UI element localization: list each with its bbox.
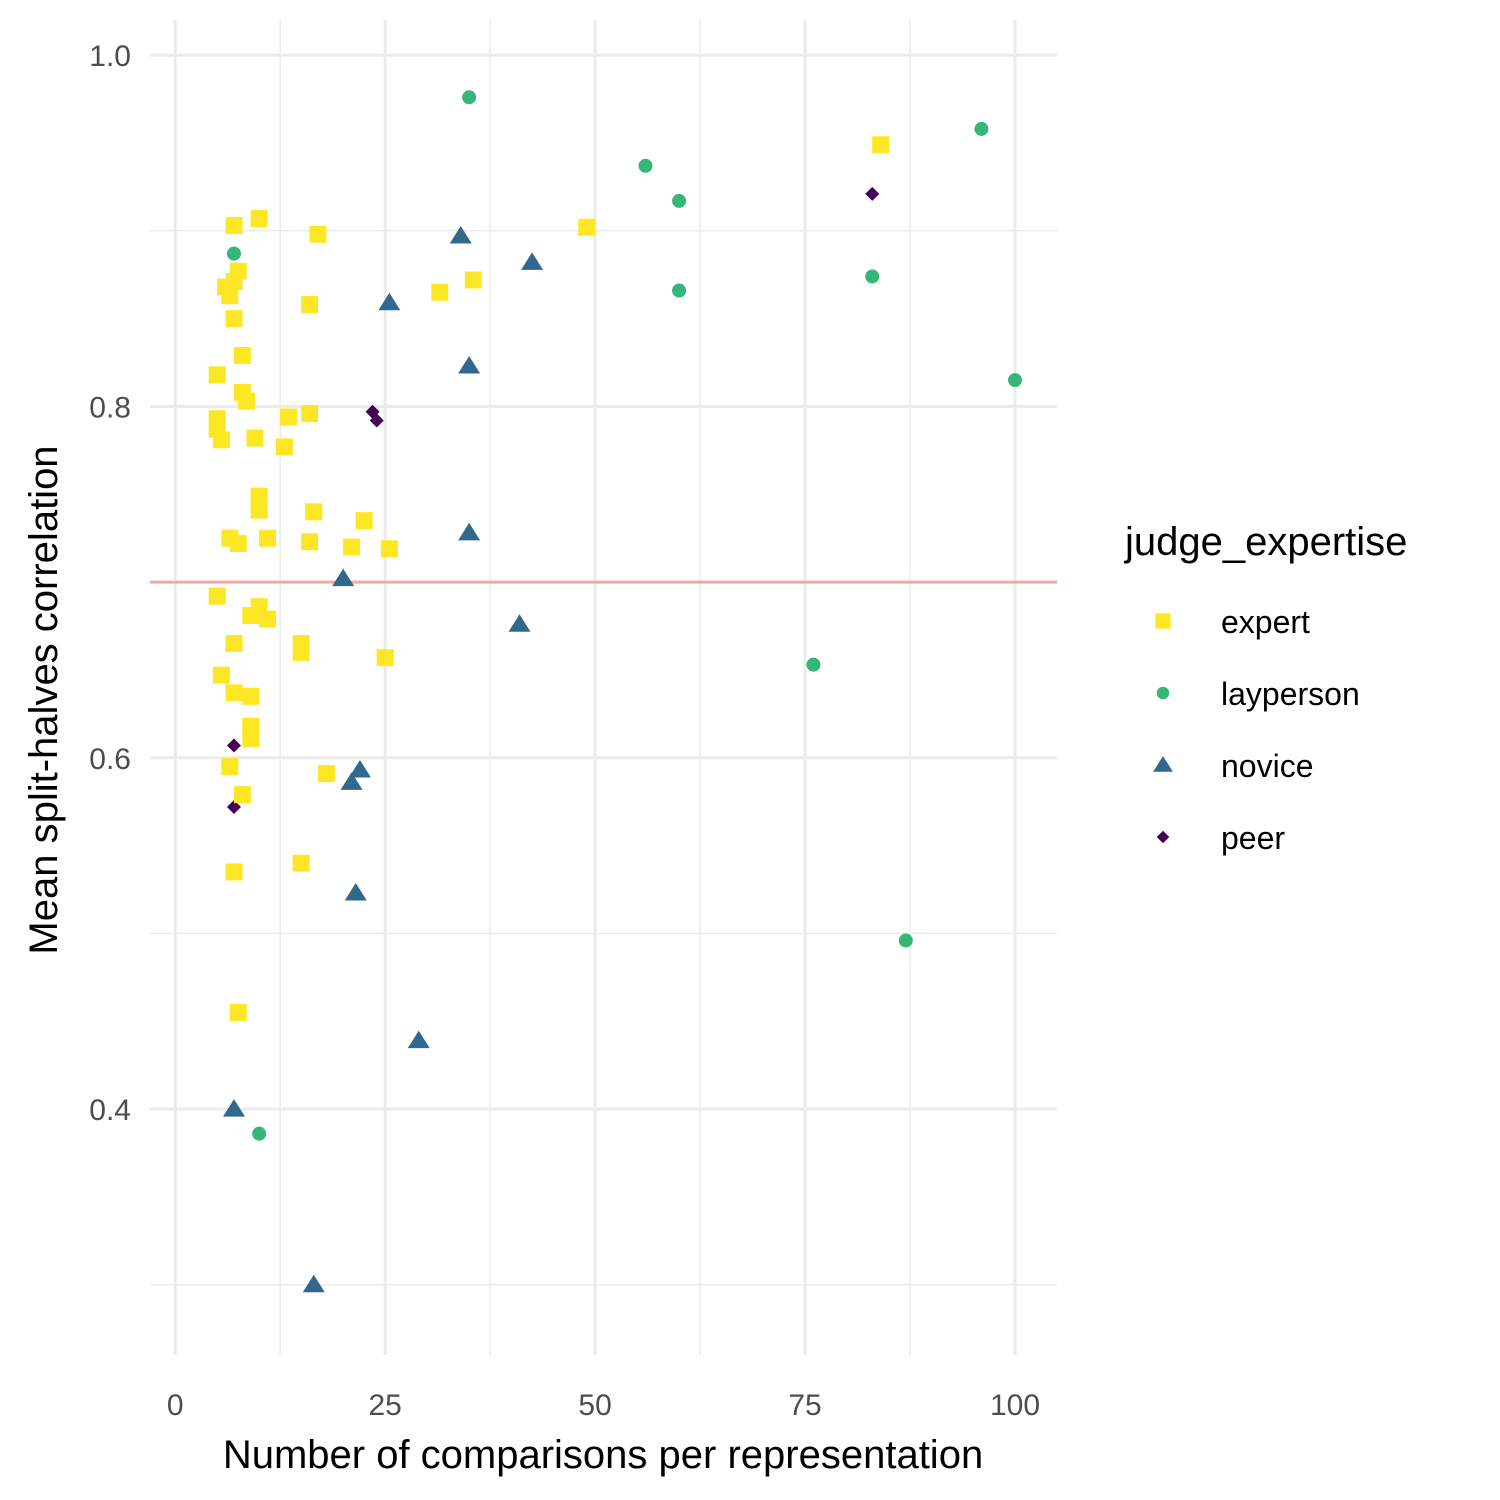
- expert-point: [212, 431, 230, 449]
- expert-point: [280, 408, 298, 426]
- expert-point: [212, 666, 230, 684]
- expert-point: [242, 729, 260, 747]
- expert-point: [229, 534, 247, 552]
- minor-gridlines: [150, 20, 1057, 1355]
- expert-point: [301, 404, 319, 422]
- y-axis-tick-labels: 0.4 0.6 0.8 1.0: [89, 40, 131, 1127]
- data-points: [208, 90, 1023, 1293]
- novice-point: [302, 1274, 325, 1293]
- expert-point: [259, 529, 277, 547]
- expert-point: [317, 765, 335, 783]
- expert-point: [225, 310, 243, 328]
- novice-point: [458, 522, 481, 541]
- novice-point: [508, 614, 531, 632]
- novice-point: [458, 356, 481, 374]
- x-tick-label: 100: [990, 1389, 1040, 1422]
- major-gridlines: [150, 20, 1057, 1355]
- novice-point: [521, 252, 544, 270]
- legend-key-layperson: [1156, 686, 1170, 700]
- y-tick-label: 0.6: [89, 743, 131, 776]
- novice-point: [407, 1030, 430, 1049]
- legend-label-peer: peer: [1221, 820, 1285, 856]
- novice-point: [348, 760, 371, 778]
- layperson-point: [226, 246, 241, 261]
- expert-point: [309, 225, 327, 243]
- expert-point: [250, 209, 268, 227]
- expert-point: [225, 863, 243, 881]
- layperson-point: [672, 283, 687, 298]
- legend-title: judge_expertise: [1124, 520, 1407, 564]
- peer-point: [369, 413, 384, 428]
- novice-point: [449, 226, 472, 244]
- expert-point: [292, 854, 310, 872]
- layperson-point: [865, 269, 880, 284]
- y-tick-label: 0.4: [89, 1094, 131, 1127]
- legend-label-layperson: layperson: [1221, 676, 1360, 712]
- expert-point: [242, 687, 260, 705]
- expert-point: [242, 606, 260, 624]
- legend: judge_expertise expert layperson novice pee…: [1124, 520, 1407, 856]
- novice-point: [332, 568, 355, 587]
- expert-point: [275, 438, 293, 456]
- x-axis-tick-labels: 0 25 50 75 100: [167, 1389, 1040, 1422]
- expert-point: [233, 347, 251, 365]
- expert-point: [225, 635, 243, 653]
- legend-key-novice: [1153, 756, 1173, 772]
- expert-point: [225, 217, 243, 235]
- layperson-point: [1008, 373, 1023, 388]
- layperson-point: [974, 121, 989, 136]
- x-tick-label: 0: [167, 1389, 184, 1422]
- y-tick-label: 0.8: [89, 391, 131, 424]
- expert-point: [225, 273, 243, 291]
- expert-point: [233, 786, 251, 804]
- expert-point: [250, 487, 268, 505]
- layperson-point: [462, 90, 477, 105]
- expert-point: [305, 503, 323, 521]
- peer-point: [226, 738, 241, 753]
- expert-point: [376, 649, 394, 667]
- expert-point: [578, 218, 596, 236]
- novice-point: [340, 772, 363, 790]
- expert-point: [246, 429, 264, 447]
- expert-point: [464, 271, 482, 289]
- x-axis-title: Number of comparisons per representation: [223, 1433, 983, 1477]
- peer-point: [226, 799, 241, 814]
- layperson-point: [252, 1126, 267, 1141]
- expert-point: [301, 296, 319, 314]
- novice-point: [344, 883, 367, 901]
- layperson-point: [898, 933, 913, 948]
- x-tick-label: 50: [578, 1389, 611, 1422]
- layperson-point: [638, 158, 653, 173]
- legend-label-novice: novice: [1221, 748, 1314, 784]
- expert-point: [221, 287, 239, 305]
- legend-key-peer: [1156, 830, 1170, 844]
- expert-point: [872, 136, 890, 154]
- peer-point: [865, 186, 880, 201]
- expert-point: [208, 587, 226, 605]
- expert-point: [225, 684, 243, 702]
- layperson-point: [672, 193, 687, 208]
- expert-point: [221, 758, 239, 776]
- expert-point: [238, 392, 256, 410]
- expert-point: [208, 366, 226, 384]
- expert-point: [250, 501, 268, 519]
- y-tick-label: 1.0: [89, 40, 131, 73]
- expert-point: [343, 538, 361, 556]
- expert-point: [292, 643, 310, 661]
- expert-point: [259, 610, 277, 628]
- expert-point: [431, 283, 449, 301]
- x-tick-label: 75: [788, 1389, 821, 1422]
- legend-key-expert: [1155, 613, 1171, 629]
- legend-label-expert: expert: [1221, 604, 1310, 640]
- novice-point: [222, 1099, 245, 1117]
- expert-point: [301, 533, 319, 551]
- layperson-point: [806, 657, 821, 672]
- x-tick-label: 25: [368, 1389, 401, 1422]
- y-axis-title: Mean split-halves correlation: [22, 445, 66, 954]
- expert-point: [355, 512, 373, 530]
- expert-point: [380, 540, 398, 558]
- novice-point: [378, 292, 401, 311]
- expert-point: [229, 1003, 247, 1021]
